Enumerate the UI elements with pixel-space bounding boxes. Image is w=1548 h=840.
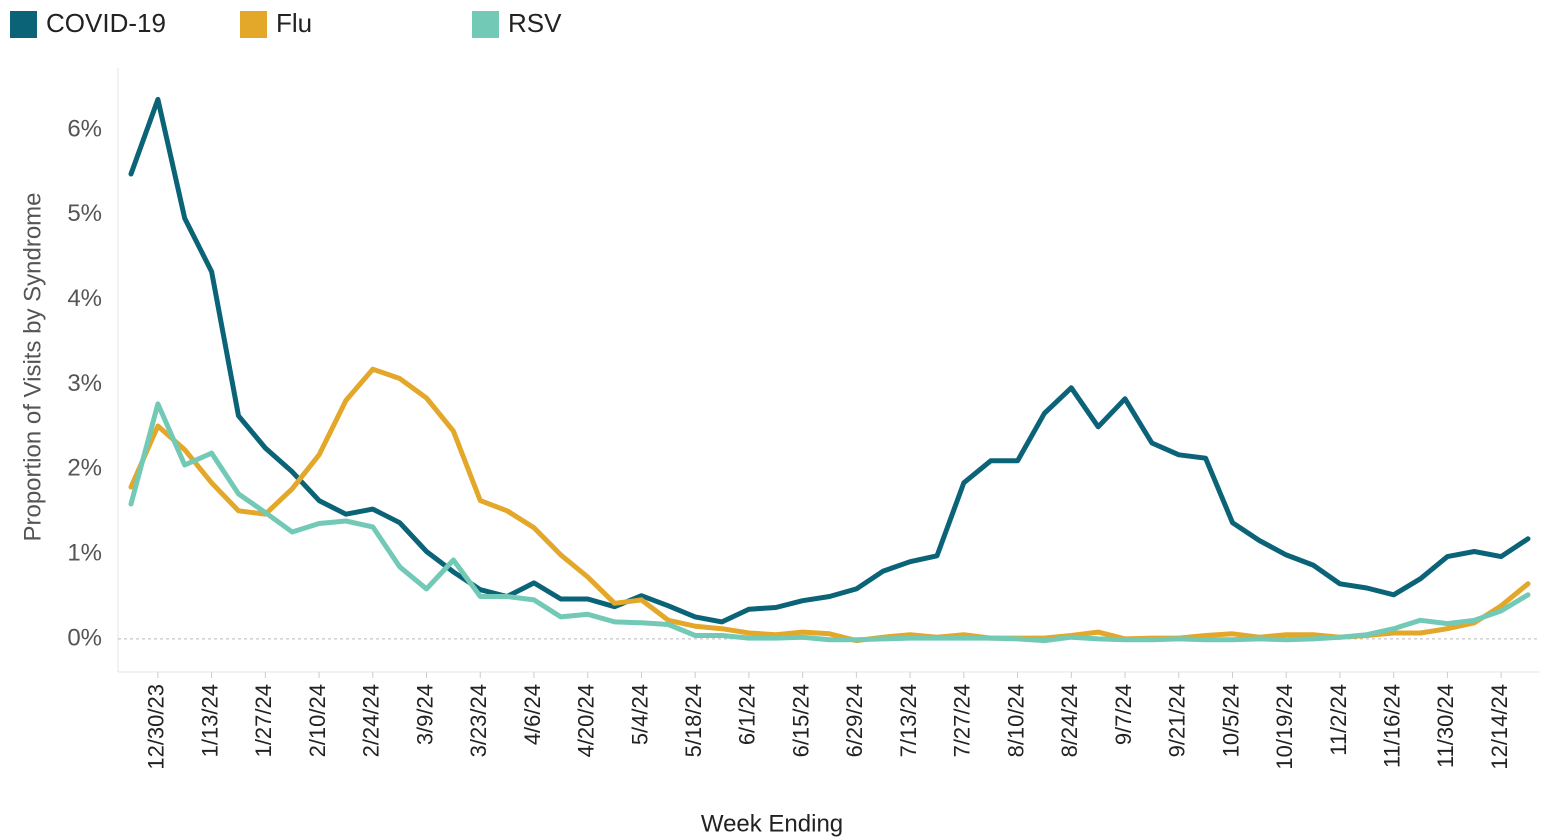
series-line (128, 96, 1531, 625)
x-tick-label: 1/13/24 (197, 684, 222, 757)
x-tick-label: 9/7/24 (1111, 684, 1136, 745)
legend-swatch (240, 11, 267, 38)
x-tick-label: 2/10/24 (305, 684, 330, 757)
x-tick-label: 8/10/24 (1003, 684, 1028, 757)
y-tick-label: 5% (67, 200, 102, 227)
x-tick-label: 5/18/24 (681, 684, 706, 757)
x-axis-title: Week Ending (701, 810, 843, 837)
y-tick-label: 2% (67, 455, 102, 482)
series-line (128, 401, 1531, 644)
x-tick-label: 3/23/24 (466, 684, 491, 757)
y-tick-label: 6% (67, 115, 102, 142)
y-tick-label: 4% (67, 285, 102, 312)
x-tick-label: 1/27/24 (251, 684, 276, 757)
x-tick-label: 6/1/24 (735, 684, 760, 745)
x-tick-label: 4/20/24 (574, 684, 599, 757)
x-tick-label: 7/13/24 (896, 684, 921, 757)
x-tick-label: 11/30/24 (1433, 684, 1458, 768)
x-tick-label: 9/21/24 (1165, 684, 1190, 757)
y-tick-label: 3% (67, 370, 102, 397)
x-tick-label: 7/27/24 (950, 684, 975, 757)
series-line (128, 366, 1531, 644)
x-tick-label: 8/24/24 (1057, 684, 1082, 757)
x-tick-label: 6/15/24 (788, 684, 813, 757)
x-tick-label: 3/9/24 (412, 684, 437, 745)
legend-label: Flu (276, 8, 312, 38)
legend-swatch (10, 11, 37, 38)
x-tick-label: 10/19/24 (1272, 684, 1297, 770)
legend-swatch (472, 11, 499, 38)
x-tick-label: 11/16/24 (1379, 684, 1404, 768)
legend-label: COVID-19 (46, 8, 166, 38)
legend-label: RSV (508, 8, 562, 38)
y-tick-label: 0% (67, 624, 102, 651)
x-tick-label: 5/4/24 (627, 684, 652, 745)
x-tick-label: 4/6/24 (520, 684, 545, 745)
y-axis-title: Proportion of Visits by Syndrome (19, 192, 46, 541)
x-tick-label: 6/29/24 (842, 684, 867, 757)
x-tick-label: 2/24/24 (359, 684, 384, 757)
x-tick-label: 12/30/23 (144, 684, 169, 770)
x-tick-label: 12/14/24 (1487, 684, 1512, 770)
y-tick-label: 1% (67, 539, 102, 566)
x-tick-label: 11/2/24 (1326, 684, 1351, 756)
x-tick-label: 10/5/24 (1218, 684, 1243, 757)
